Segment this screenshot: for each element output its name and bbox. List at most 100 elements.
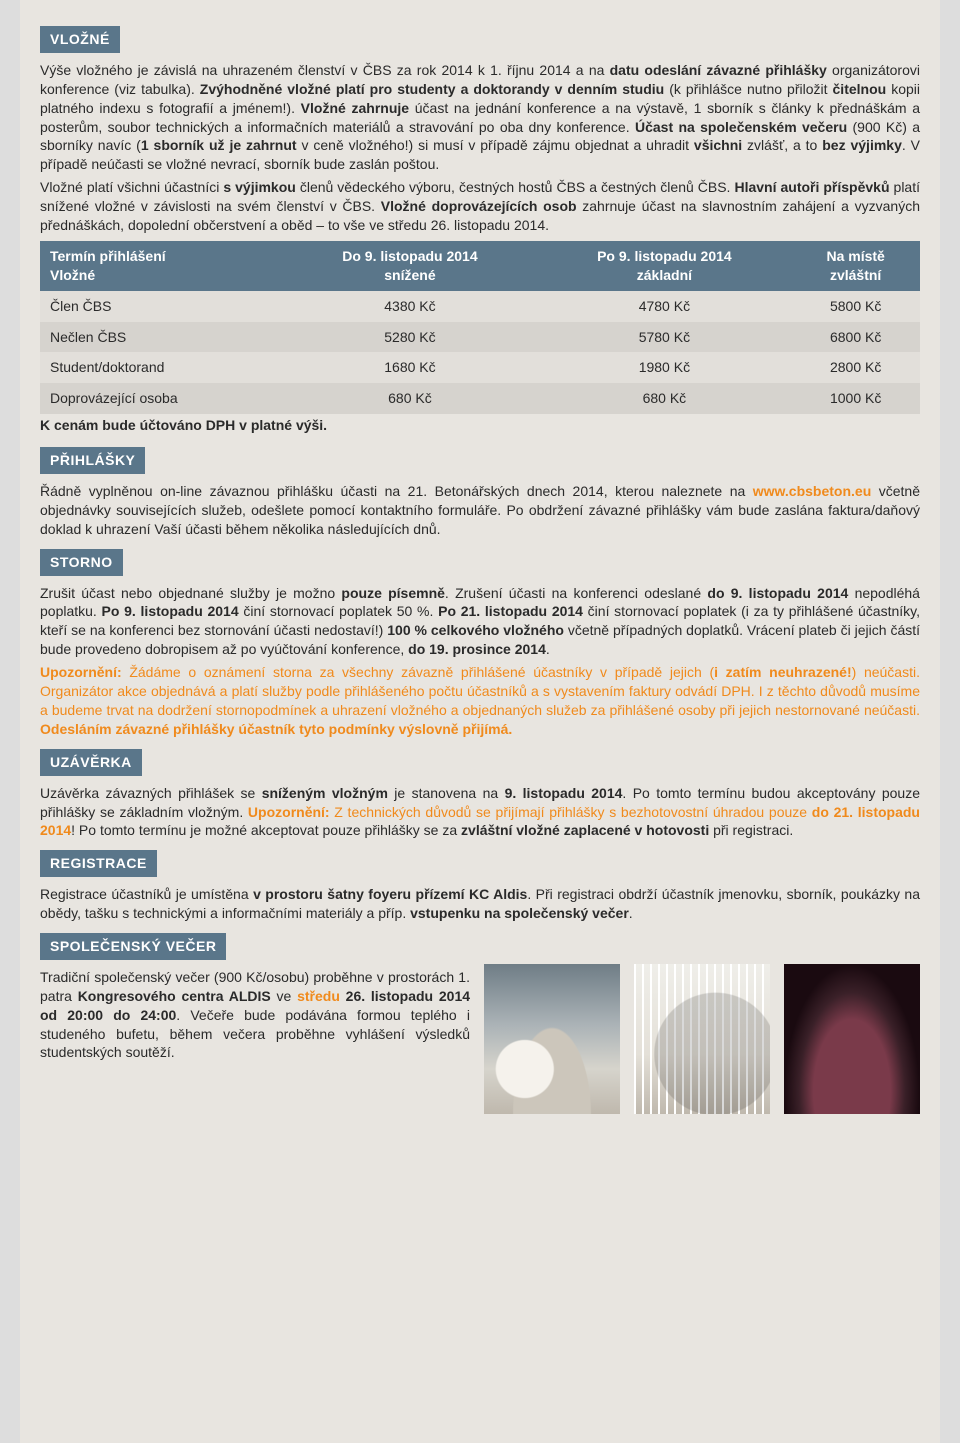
c: 1980 Kč [537,352,791,383]
t: při registraci. [709,822,793,838]
c: 1000 Kč [791,383,920,414]
th-snizene: Do 9. listopadu 2014 snížené [282,241,537,291]
venue-image [634,964,770,1114]
venue-image [484,964,620,1114]
c: 5280 Kč [282,322,537,353]
registrace-p: Registrace účastníků je umístěna v prost… [40,885,920,923]
t: datu odeslání závazné přihlášky [610,62,827,78]
t: Žádáme o oznámení storna za všechny záva… [122,664,714,680]
t: 1 sborník už je zahrnut [141,137,297,153]
t: Odesláním závazné přihlášky účastník tyt… [40,721,512,737]
t: pouze písemně [341,585,445,601]
prihlasky-p: Řádně vyplněnou on-line závaznou přihláš… [40,482,920,539]
t: (k přihlášce nutno přiložit [664,81,832,97]
venue-image [784,964,920,1114]
t: Hlavní autoři příspěvků [734,179,889,195]
t: základní [637,267,692,283]
t: snížené [384,267,435,283]
t: Termín přihlášení [50,248,166,264]
th-termin: Termín přihlášení Vložné [40,241,282,291]
table-row: Člen ČBS 4380 Kč 4780 Kč 5800 Kč [40,291,920,322]
t: Zvýhodněné vložné platí pro studenty a d… [200,81,664,97]
t: Z technických důvodů se přijímají přihlá… [330,804,812,820]
t: v prostoru šatny foyeru přízemí KC Aldis [253,886,527,902]
t: zvláštní vložné zaplacené v hotovosti [461,822,709,838]
t: Vložné [50,267,95,283]
t: zvláštní [830,267,881,283]
section-tag-uzaverka: UZÁVĚRKA [40,749,142,776]
t: do 19. prosince 2014 [408,641,546,657]
section-tag-prihlasky: PŘIHLÁŠKY [40,447,145,474]
t: Na místě [826,248,884,264]
c: Student/doktorand [40,352,282,383]
t: bez výjimky [822,137,902,153]
t: Účast na společenském večeru [635,119,847,135]
table-row: Student/doktorand 1680 Kč 1980 Kč 2800 K… [40,352,920,383]
c: 5780 Kč [537,322,791,353]
vlozne-p1: Výše vložného je závislá na uhrazeném čl… [40,61,920,174]
t: Vložné platí všichni účastníci [40,179,223,195]
t: zvlášť, a to [742,137,822,153]
t: . Zrušení účasti na konferenci odeslané [445,585,707,601]
section-tag-storno: STORNO [40,549,123,576]
t: Upozornění: [40,664,122,680]
table-row: Nečlen ČBS 5280 Kč 5780 Kč 6800 Kč [40,322,920,353]
t: Po 9. listopadu 2014 [597,248,732,264]
t: do 9. listopadu 2014 [707,585,848,601]
t: všichni [694,137,742,153]
c: 4780 Kč [537,291,791,322]
c: Nečlen ČBS [40,322,282,353]
t: Uzávěrka závazných přihlášek se [40,785,262,801]
c: Člen ČBS [40,291,282,322]
vecer-row: Tradiční společenský večer (900 Kč/osobu… [40,964,920,1114]
t: Upozornění: [248,804,330,820]
t: vstupenku na společenský večer [410,905,629,921]
c: 5800 Kč [791,291,920,322]
link-cbsbeton[interactable]: www.cbsbeton.eu [753,483,872,499]
c: 6800 Kč [791,322,920,353]
section-tag-vecer: SPOLEČENSKÝ VEČER [40,933,226,960]
t: Po 9. listopadu 2014 [102,603,239,619]
t: 100 % celkového vložného [387,622,564,638]
t: Zrušit účast nebo objednané služby je mo… [40,585,341,601]
vlozne-p2: Vložné platí všichni účastníci s výjimko… [40,178,920,235]
t: Registrace účastníků je umístěna [40,886,253,902]
storno-p2: Upozornění: Žádáme o oznámení storna za … [40,663,920,739]
t: činí stornovací poplatek 50 %. [239,603,438,619]
t: čitelnou [833,81,887,97]
t: sníženým vložným [262,785,388,801]
t: členů vědeckého výboru, čestných hostů Č… [296,179,735,195]
t: je stanovena na [388,785,505,801]
c: 1680 Kč [282,352,537,383]
t: . [629,905,633,921]
section-tag-registrace: REGISTRACE [40,850,157,877]
fees-table: Termín přihlášení Vložné Do 9. listopadu… [40,241,920,414]
t: ! Po tomto termínu je možné akceptovat p… [71,822,461,838]
c: 4380 Kč [282,291,537,322]
page: VLOŽNÉ Výše vložného je závislá na uhraz… [20,0,940,1443]
t: 9. listopadu 2014 [505,785,623,801]
table-row: Doprovázející osoba 680 Kč 680 Kč 1000 K… [40,383,920,414]
c: 2800 Kč [791,352,920,383]
th-zvlastni: Na místě zvláštní [791,241,920,291]
t: Řádně vyplněnou on-line závaznou přihláš… [40,483,753,499]
t: Vložné zahrnuje [301,100,409,116]
vecer-p: Tradiční společenský večer (900 Kč/osobu… [40,968,470,1062]
t: v ceně vložného!) si musí v případě zájm… [297,137,694,153]
t: Po 21. listopadu 2014 [438,603,583,619]
uzaverka-p: Uzávěrka závazných přihlášek se sníženým… [40,784,920,841]
t: . [546,641,550,657]
t: Kongresového centra ALDIS [78,988,271,1004]
t: středu [297,988,340,1004]
section-tag-vlozne: VLOŽNÉ [40,26,120,53]
storno-p1: Zrušit účast nebo objednané služby je mo… [40,584,920,660]
t: i zatím neuhrazené! [714,664,852,680]
c: Doprovázející osoba [40,383,282,414]
c: 680 Kč [537,383,791,414]
t: Výše vložného je závislá na uhrazeném čl… [40,62,610,78]
dph-note: K cenám bude účtováno DPH v platné výši. [40,416,920,435]
t: s výjimkou [223,179,295,195]
t: Vložné doprovázejících osob [381,198,577,214]
c: 680 Kč [282,383,537,414]
t: Do 9. listopadu 2014 [342,248,477,264]
